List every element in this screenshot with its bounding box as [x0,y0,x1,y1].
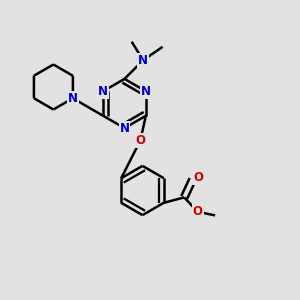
Text: O: O [193,171,203,184]
Text: O: O [135,134,146,147]
Text: O: O [193,205,203,218]
Text: N: N [138,54,148,67]
Text: N: N [68,92,78,105]
Text: N: N [141,85,151,98]
Text: N: N [119,122,130,135]
Text: N: N [98,85,108,98]
